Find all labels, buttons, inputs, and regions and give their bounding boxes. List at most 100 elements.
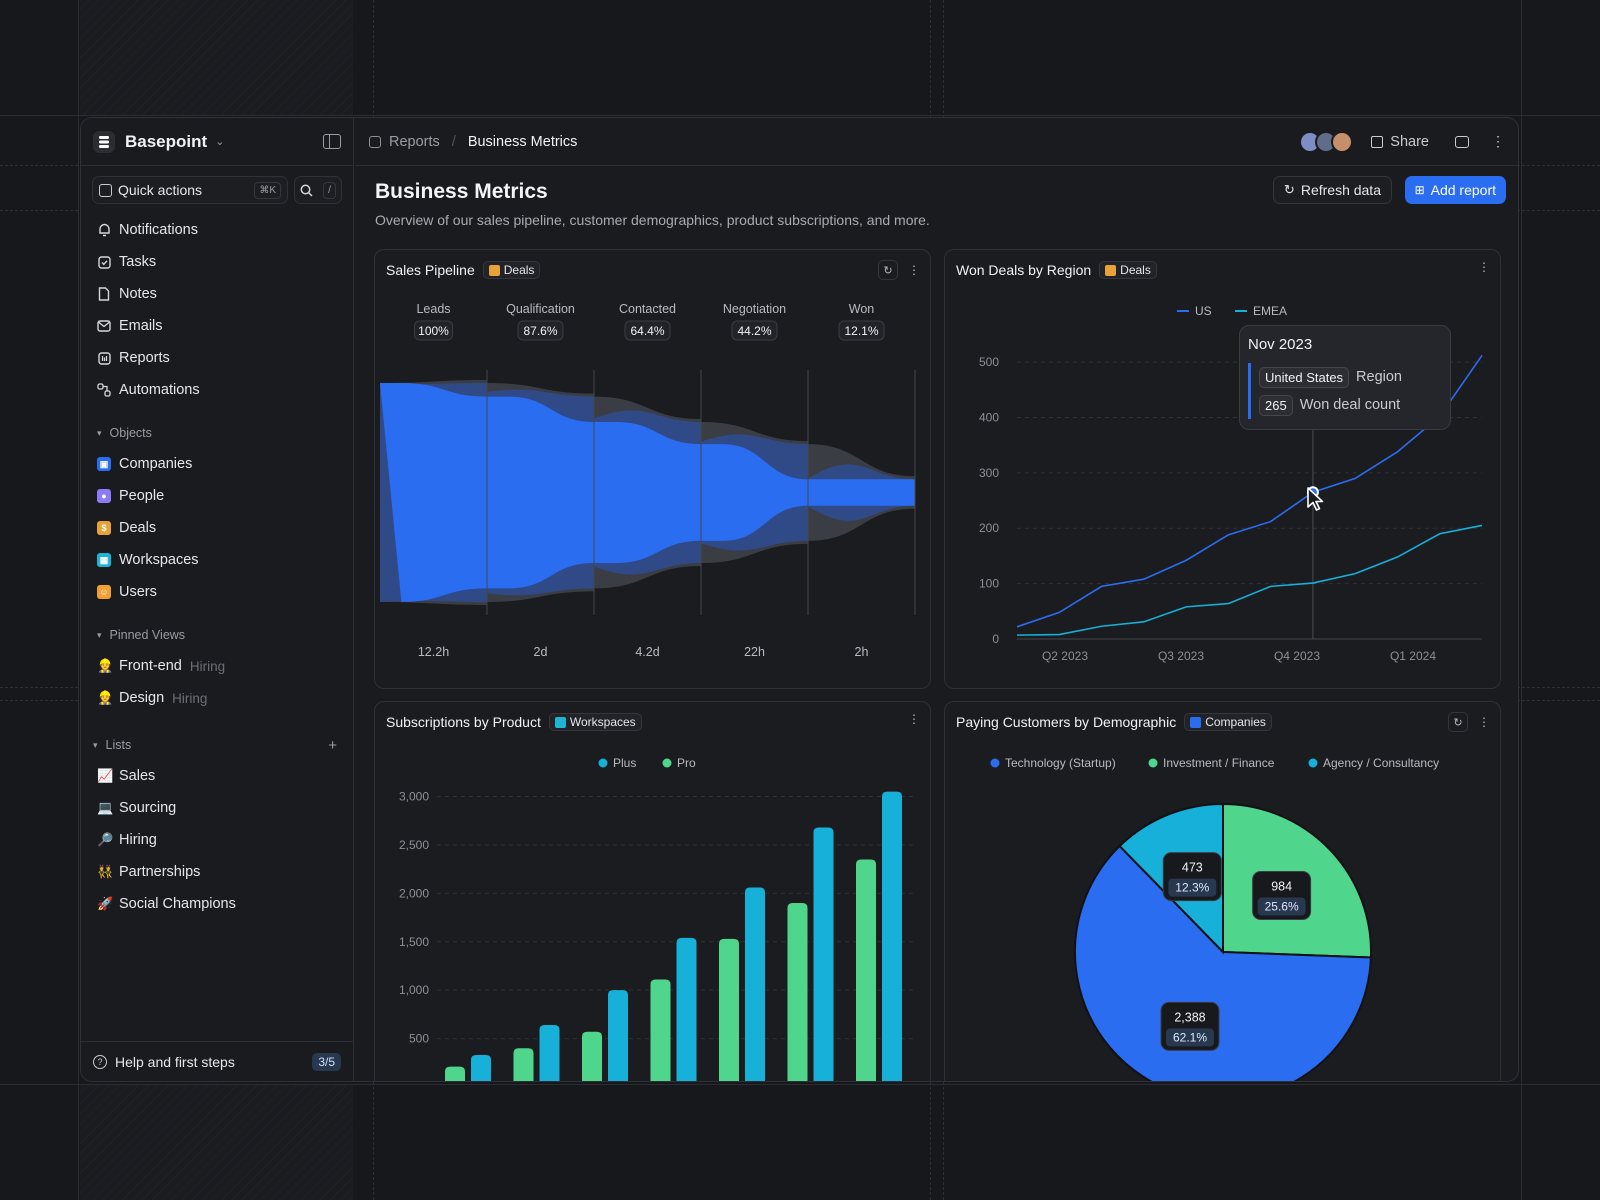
top-bar: Reports / Business Metrics Share ⋮ bbox=[355, 118, 1518, 166]
chevron-down-icon: ⌄ bbox=[215, 136, 225, 148]
refresh-icon[interactable]: ↻ bbox=[1448, 712, 1468, 732]
refresh-data-button[interactable]: ↻ Refresh data bbox=[1272, 176, 1392, 204]
legend-swatch bbox=[990, 758, 1000, 768]
lists-section-header[interactable]: ▾ Lists + bbox=[81, 730, 353, 760]
nav-reports[interactable]: Reports bbox=[89, 342, 345, 374]
workspace-switcher[interactable]: Basepoint ⌄ bbox=[81, 118, 353, 166]
nav-notifications[interactable]: Notifications bbox=[89, 214, 345, 246]
grid-line bbox=[78, 0, 79, 1200]
grid-line bbox=[0, 115, 1600, 116]
list-partnerships[interactable]: 👯 Partnerships bbox=[89, 856, 345, 888]
object-label: Users bbox=[119, 584, 157, 600]
card-header: Sales Pipeline Deals bbox=[386, 261, 541, 279]
workspaces-tag[interactable]: Workspaces bbox=[548, 713, 642, 731]
funnel-percent-badge bbox=[517, 320, 564, 341]
search-button[interactable]: / bbox=[294, 176, 342, 204]
add-report-button[interactable]: ⊞ Add report bbox=[1404, 176, 1506, 204]
bar-plus bbox=[608, 990, 628, 1081]
x-tick-label: Q1 2024 bbox=[1390, 649, 1436, 663]
mouse-cursor-icon bbox=[1307, 487, 1324, 511]
pie-percent-badge bbox=[1257, 897, 1306, 916]
nav-notes[interactable]: Notes bbox=[89, 278, 345, 310]
app-window: Basepoint ⌄ Quick actions ⌘K / Notificat… bbox=[80, 117, 1519, 1082]
grid-line bbox=[0, 1084, 1600, 1085]
bar-plus bbox=[813, 827, 834, 1081]
subscriptions-card: Subscriptions by Product Workspaces ⋮ 50… bbox=[374, 701, 931, 1081]
bar-pro bbox=[787, 903, 808, 1081]
workflow-icon bbox=[97, 383, 111, 397]
nav-label: Tasks bbox=[119, 254, 157, 270]
tag-label: Companies bbox=[1205, 715, 1266, 729]
brand-name: Basepoint bbox=[125, 131, 208, 151]
list-hiring[interactable]: 🔎 Hiring bbox=[89, 824, 345, 856]
nav-automations[interactable]: Automations bbox=[89, 374, 345, 406]
card-tools: ⋮ bbox=[1478, 260, 1490, 274]
list-sales[interactable]: 📈 Sales bbox=[89, 760, 345, 792]
quick-actions-button[interactable]: Quick actions ⌘K bbox=[92, 176, 288, 204]
deals-tag[interactable]: Deals bbox=[1099, 261, 1157, 279]
workspaces-icon bbox=[554, 716, 566, 728]
funnel-percent-badge bbox=[731, 320, 778, 341]
breadcrumb-reports[interactable]: Reports bbox=[389, 133, 440, 150]
object-companies[interactable]: ▣ Companies bbox=[89, 448, 345, 480]
add-list-icon[interactable]: + bbox=[328, 736, 337, 754]
companies-tag[interactable]: Companies bbox=[1184, 713, 1272, 731]
funnel-stage-label: Leads bbox=[416, 302, 450, 316]
refresh-icon[interactable]: ↻ bbox=[878, 260, 898, 280]
funnel-stage-label: Won bbox=[849, 302, 875, 316]
list-label: Sourcing bbox=[119, 800, 177, 816]
pinned-views-section-header[interactable]: ▾ Pinned Views bbox=[81, 620, 353, 650]
add-report-icon: ⊞ bbox=[1414, 183, 1425, 197]
legend-label: Investment / Finance bbox=[1163, 756, 1275, 770]
checkbox-icon bbox=[97, 255, 111, 269]
list-label: Social Champions bbox=[119, 896, 236, 912]
object-deals[interactable]: $ Deals bbox=[89, 512, 345, 544]
share-button[interactable]: Share bbox=[1371, 134, 1429, 150]
y-tick-label: 500 bbox=[409, 1032, 429, 1046]
more-icon[interactable]: ⋮ bbox=[1478, 260, 1490, 274]
pie-percent-badge bbox=[1165, 1028, 1214, 1047]
nav-emails[interactable]: Emails bbox=[89, 310, 345, 342]
pinned-view-front-end[interactable]: 👷 Front-end Hiring bbox=[89, 650, 345, 682]
card-title: Won Deals by Region bbox=[956, 262, 1092, 278]
funnel-duration-label: 4.2d bbox=[635, 645, 659, 659]
won-deals-line-chart: 0 100 200 300 400 500 Q2 2023 Q3 2023 Q4 2023 Q1 … bbox=[979, 304, 1483, 663]
comments-icon[interactable] bbox=[1455, 135, 1469, 148]
list-sourcing[interactable]: 💻 Sourcing bbox=[89, 792, 345, 824]
more-icon[interactable]: ⋮ bbox=[1478, 715, 1490, 729]
more-icon[interactable]: ⋮ bbox=[908, 263, 920, 277]
object-workspaces[interactable]: ▦ Workspaces bbox=[89, 544, 345, 576]
section-title: Objects bbox=[109, 426, 152, 440]
object-users[interactable]: ☺ Users bbox=[89, 576, 345, 608]
sidebar-toggle-icon[interactable] bbox=[323, 134, 341, 149]
objects-section-header[interactable]: ▾ Objects bbox=[81, 418, 353, 448]
legend-label: Plus bbox=[613, 756, 636, 770]
page-title: Business Metrics bbox=[375, 180, 548, 203]
nav-tasks[interactable]: Tasks bbox=[89, 246, 345, 278]
y-tick-label: 1,000 bbox=[399, 983, 429, 997]
y-tick-label: 300 bbox=[979, 466, 999, 480]
x-tick-label: Q3 2023 bbox=[1158, 649, 1204, 663]
more-icon[interactable]: ⋮ bbox=[1491, 133, 1505, 149]
legend-swatch bbox=[662, 758, 672, 768]
help-first-steps[interactable]: ? Help and first steps 3/5 bbox=[81, 1041, 353, 1081]
deals-tag[interactable]: Deals bbox=[482, 261, 541, 279]
pinned-view-design[interactable]: 👷 Design Hiring bbox=[89, 682, 345, 714]
object-people[interactable]: ● People bbox=[89, 480, 345, 512]
more-icon[interactable]: ⋮ bbox=[908, 712, 920, 726]
list-social-champions[interactable]: 🚀 Social Champions bbox=[89, 888, 345, 920]
breadcrumb-separator: / bbox=[451, 133, 456, 150]
y-tick-label: 200 bbox=[979, 521, 999, 535]
funnel-duration-label: 22h bbox=[744, 645, 765, 659]
bar-plus bbox=[539, 1025, 560, 1081]
collaborator-avatars[interactable] bbox=[1299, 130, 1354, 153]
main-nav: Notifications Tasks Notes Emails Reports… bbox=[81, 212, 353, 408]
funnel-percent-label: 44.2% bbox=[737, 324, 771, 338]
tooltip-label: Region bbox=[1356, 369, 1402, 385]
sales-pipeline-card: Sales Pipeline Deals ↻ ⋮ Leads 100% 12.2h Q… bbox=[374, 249, 931, 689]
demographic-pie-chart: 984 25.6% 2,388 62.1% 473 12.3% Technology (St… bbox=[990, 756, 1439, 1081]
deals-icon bbox=[488, 264, 500, 276]
nav-label: Emails bbox=[119, 318, 163, 334]
share-icon bbox=[1371, 135, 1384, 148]
hiring-icon: 👷 bbox=[97, 690, 114, 705]
